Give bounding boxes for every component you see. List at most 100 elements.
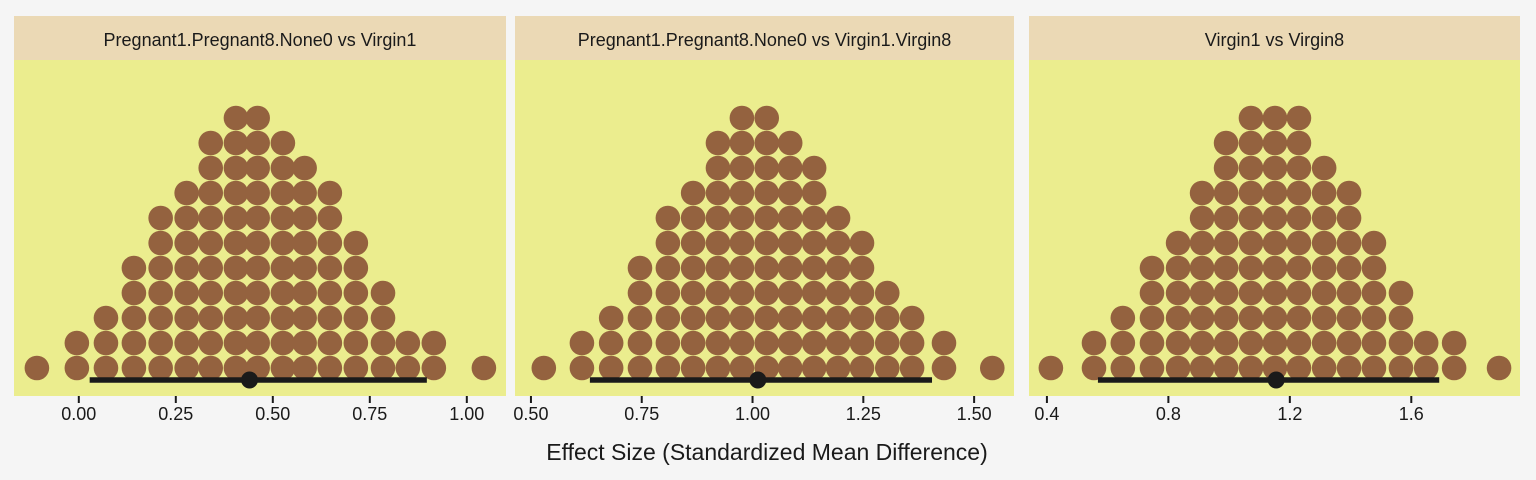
data-dot bbox=[121, 355, 147, 381]
x-tick-label: 0.50 bbox=[513, 404, 548, 424]
data-dot bbox=[874, 355, 900, 381]
data-dot bbox=[421, 355, 447, 381]
data-dot bbox=[1238, 230, 1264, 256]
data-dot bbox=[1286, 130, 1312, 156]
data-dot bbox=[754, 205, 780, 231]
data-dot bbox=[777, 355, 803, 381]
data-dot bbox=[680, 305, 706, 331]
data-dot bbox=[705, 155, 731, 181]
data-dot bbox=[1311, 305, 1337, 331]
data-dot bbox=[121, 255, 147, 281]
data-dot bbox=[1165, 230, 1191, 256]
data-dot bbox=[93, 305, 119, 331]
point-estimate bbox=[749, 371, 767, 389]
data-dot bbox=[1038, 355, 1064, 381]
data-dot bbox=[270, 230, 296, 256]
data-dot bbox=[174, 180, 199, 206]
x-tick-label: 1.25 bbox=[846, 404, 881, 424]
data-dot bbox=[1286, 230, 1312, 256]
data-dot bbox=[292, 205, 317, 231]
x-axis-title: Effect Size (Standardized Mean Differenc… bbox=[546, 439, 988, 465]
data-dot bbox=[343, 230, 369, 256]
data-dot bbox=[705, 130, 731, 156]
data-dot bbox=[705, 355, 731, 381]
data-dot bbox=[148, 280, 173, 306]
data-dot bbox=[1336, 355, 1362, 381]
data-dot bbox=[1311, 205, 1337, 231]
x-tick-label: 0.75 bbox=[352, 404, 387, 424]
data-dot bbox=[801, 205, 827, 231]
data-dot bbox=[754, 155, 780, 181]
data-dot bbox=[1336, 305, 1362, 331]
data-dot bbox=[1441, 330, 1467, 356]
data-dot bbox=[317, 205, 343, 231]
data-dot bbox=[801, 305, 827, 331]
data-dot bbox=[729, 305, 755, 331]
data-dot bbox=[292, 180, 317, 206]
data-dot bbox=[627, 255, 653, 281]
data-dot bbox=[1213, 305, 1239, 331]
data-dot bbox=[198, 180, 224, 206]
data-dot bbox=[1286, 155, 1312, 181]
data-dot bbox=[655, 330, 681, 356]
data-dot bbox=[93, 355, 119, 381]
data-dot bbox=[370, 305, 396, 331]
data-dot bbox=[245, 255, 270, 281]
data-dot bbox=[825, 305, 851, 331]
data-dot bbox=[343, 355, 369, 381]
data-dot bbox=[825, 280, 851, 306]
data-dot bbox=[705, 180, 731, 206]
data-dot bbox=[198, 130, 224, 156]
data-dot bbox=[174, 355, 199, 381]
data-dot bbox=[1262, 155, 1288, 181]
x-tick-label: 0.75 bbox=[624, 404, 659, 424]
data-dot bbox=[1361, 280, 1387, 306]
data-dot bbox=[777, 230, 803, 256]
data-dot bbox=[1165, 255, 1191, 281]
data-dot bbox=[471, 355, 497, 381]
data-dot bbox=[1238, 155, 1264, 181]
data-dot bbox=[680, 205, 706, 231]
data-dot bbox=[627, 305, 653, 331]
data-dot bbox=[1361, 355, 1387, 381]
data-dot bbox=[729, 355, 755, 381]
data-dot bbox=[1189, 255, 1215, 281]
data-dot bbox=[1238, 205, 1264, 231]
data-dot bbox=[292, 305, 317, 331]
data-dot bbox=[801, 255, 827, 281]
facet-strip bbox=[1029, 16, 1520, 60]
data-dot bbox=[777, 180, 803, 206]
data-dot bbox=[1361, 230, 1387, 256]
data-dot bbox=[1110, 355, 1136, 381]
data-dot bbox=[148, 230, 173, 256]
data-dot bbox=[705, 305, 731, 331]
data-dot bbox=[1336, 205, 1362, 231]
data-dot bbox=[292, 155, 317, 181]
data-dot bbox=[198, 255, 224, 281]
data-dot bbox=[148, 355, 173, 381]
data-dot bbox=[1238, 330, 1264, 356]
data-dot bbox=[270, 205, 296, 231]
x-tick-label: 1.00 bbox=[449, 404, 484, 424]
data-dot bbox=[1336, 280, 1362, 306]
x-tick-label: 1.2 bbox=[1277, 404, 1302, 424]
facet-title: Virgin1 vs Virgin8 bbox=[1205, 30, 1344, 50]
facet-panel-3: Virgin1 vs Virgin8 0.4 0.8 1.2 1.6 bbox=[1029, 16, 1520, 424]
data-dot bbox=[1189, 330, 1215, 356]
facet-panel-2: Pregnant1.Pregnant8.None0 vs Virgin1.Vir… bbox=[513, 16, 1014, 424]
data-dot bbox=[198, 205, 224, 231]
data-dot bbox=[1189, 230, 1215, 256]
data-dot bbox=[825, 330, 851, 356]
data-dot bbox=[1165, 305, 1191, 331]
data-dot bbox=[245, 330, 270, 356]
data-dot bbox=[421, 330, 447, 356]
data-dot bbox=[223, 280, 249, 306]
data-dot bbox=[777, 155, 803, 181]
data-dot bbox=[292, 255, 317, 281]
data-dot bbox=[292, 355, 317, 381]
data-dot bbox=[1486, 355, 1512, 381]
data-dot bbox=[655, 255, 681, 281]
data-dot bbox=[343, 305, 369, 331]
data-dot bbox=[223, 130, 249, 156]
data-dot bbox=[223, 105, 249, 131]
